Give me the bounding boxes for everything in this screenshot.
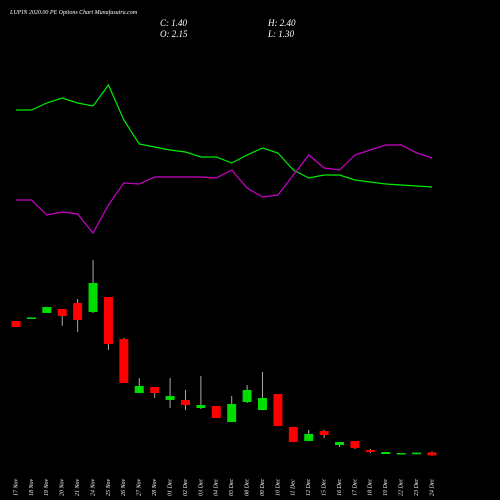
x-tick-label: 04 Dec — [213, 479, 220, 496]
x-tick-label: 26 Nov — [121, 478, 127, 496]
candle-body — [350, 441, 360, 448]
candle-body — [427, 452, 437, 456]
x-tick-label: 21 Nov — [75, 478, 81, 496]
candle-body — [258, 398, 268, 410]
x-tick-label: 08 Dec — [244, 479, 250, 496]
candle-body — [288, 427, 298, 442]
x-tick-label: 01 Dec — [167, 479, 173, 496]
candle-body — [134, 386, 144, 393]
candle-body — [227, 404, 237, 422]
candle-body — [304, 434, 314, 441]
candle-body — [119, 339, 129, 383]
candle-body — [211, 406, 221, 418]
x-tick-label: 19 Dec — [383, 479, 389, 496]
x-tick-label: 17 Dec — [352, 479, 358, 496]
candle-body — [365, 450, 375, 452]
chart-title: LUPIN 2020.00 PE Options Chart Munafasut… — [9, 9, 138, 16]
x-tick-label: 27 Nov — [137, 478, 143, 496]
candle-body — [396, 453, 406, 455]
x-tick-label: 10 Dec — [275, 479, 281, 496]
candle-body — [73, 303, 83, 320]
indicator-line — [16, 83, 433, 188]
x-tick-label: 11 Dec — [291, 479, 297, 496]
x-tick-label: 05 Dec — [229, 479, 235, 496]
indicator-line — [16, 144, 433, 235]
x-tick-label: 24 Dec — [428, 479, 435, 496]
x-tick-label: 20 Nov — [60, 478, 66, 496]
ohlc-label: C: 1.40 — [160, 18, 188, 28]
x-tick-label: 17 Nov — [13, 478, 19, 496]
candle-body — [335, 442, 345, 445]
candle-body — [57, 309, 67, 316]
candle-body — [242, 390, 252, 402]
candle-body — [42, 307, 52, 313]
x-tick-label: 22 Dec — [399, 479, 405, 496]
candle-body — [103, 297, 113, 344]
x-tick-label: 15 Dec — [322, 479, 328, 496]
candle-body — [150, 387, 160, 393]
x-tick-label: 03 Dec — [198, 479, 204, 496]
ohlc-label: L: 1.30 — [267, 29, 295, 39]
x-tick-label: 28 Nov — [152, 478, 158, 496]
candle-body — [11, 321, 21, 327]
x-tick-label: 19 Nov — [44, 478, 50, 496]
ohlc-label: O: 2.15 — [160, 29, 188, 39]
candle-body — [381, 452, 391, 454]
candle-body — [180, 400, 190, 405]
candle-body — [273, 394, 283, 426]
x-tick-label: 23 Dec — [414, 479, 420, 496]
candle-body — [165, 396, 175, 400]
x-tick-label: 24 Nov — [89, 478, 96, 496]
x-tick-label: 09 Dec — [260, 479, 266, 496]
x-tick-label: 12 Dec — [306, 479, 312, 496]
x-tick-label: 16 Dec — [337, 479, 343, 496]
x-tick-label: 18 Dec — [368, 479, 374, 496]
ohlc-label: H: 2.40 — [267, 18, 296, 28]
candle-body — [319, 431, 329, 435]
candle-body — [88, 283, 98, 312]
candle-body — [26, 317, 36, 319]
candle-body — [412, 452, 422, 455]
candle-body — [196, 405, 206, 408]
x-tick-label: 02 Dec — [183, 479, 189, 496]
x-tick-label: 25 Nov — [106, 478, 112, 496]
x-tick-label: 18 Nov — [29, 478, 35, 496]
